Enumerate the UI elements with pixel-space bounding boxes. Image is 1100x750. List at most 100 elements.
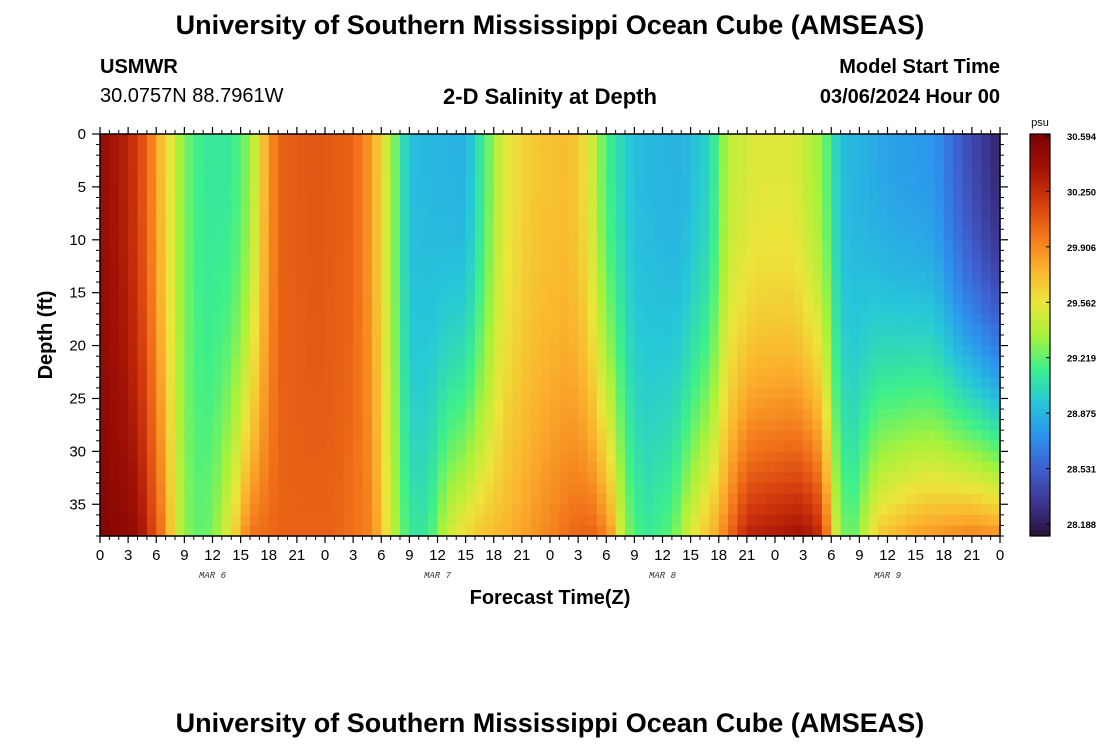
heatmap-cell xyxy=(643,440,654,452)
heatmap-cell xyxy=(981,461,992,474)
heatmap-cell xyxy=(943,218,954,230)
heatmap-cell xyxy=(296,472,307,484)
heatmap-cell xyxy=(568,493,579,505)
heatmap-cell xyxy=(287,271,298,283)
heatmap-cell xyxy=(765,504,776,516)
heatmap-cell xyxy=(521,260,532,273)
heatmap-cell xyxy=(550,398,560,410)
heatmap-cell xyxy=(962,461,973,474)
heatmap-cell xyxy=(653,260,664,273)
heatmap-cell xyxy=(531,208,542,220)
x-tick-label: 9 xyxy=(405,547,413,564)
heatmap-cell xyxy=(784,483,795,495)
heatmap-cell xyxy=(137,313,148,326)
heatmap-cell xyxy=(475,366,485,378)
heatmap-cell xyxy=(418,472,429,484)
heatmap-cell xyxy=(887,155,898,167)
heatmap-cell xyxy=(175,345,185,357)
heatmap-cell xyxy=(634,144,645,156)
heatmap-cell xyxy=(493,165,504,177)
heatmap-cell xyxy=(475,165,485,177)
heatmap-cell xyxy=(306,493,317,505)
heatmap-cell xyxy=(109,377,120,389)
heatmap-cell xyxy=(231,260,242,273)
heatmap-cell xyxy=(859,324,870,336)
heatmap-cell xyxy=(475,303,485,315)
heatmap-cell xyxy=(221,409,232,421)
heatmap-cell xyxy=(521,461,532,474)
heatmap-cell xyxy=(915,134,926,146)
heatmap-cell xyxy=(812,186,823,199)
heatmap-cell xyxy=(906,440,917,452)
heatmap-cell xyxy=(503,313,514,326)
heatmap-cell xyxy=(109,430,120,442)
heatmap-cell xyxy=(512,218,523,230)
heatmap-cell xyxy=(250,292,260,304)
heatmap-cell xyxy=(990,292,1001,304)
heatmap-cell xyxy=(315,525,326,537)
heatmap-cell xyxy=(381,197,392,209)
heatmap-cell xyxy=(587,208,598,220)
heatmap-cell xyxy=(737,377,748,389)
heatmap-cell xyxy=(343,472,354,484)
heatmap-cell xyxy=(484,377,495,389)
heatmap-cell xyxy=(634,250,645,262)
heatmap-cell xyxy=(578,409,589,421)
heatmap-cell xyxy=(700,430,710,442)
heatmap-cell xyxy=(259,165,270,177)
heatmap-cell xyxy=(156,472,167,484)
heatmap-cell xyxy=(578,250,589,262)
heatmap-cell xyxy=(212,186,223,199)
heatmap-cell xyxy=(484,356,495,368)
heatmap-cell xyxy=(231,419,242,431)
heatmap-cell xyxy=(325,366,335,378)
heatmap-cell xyxy=(353,218,364,230)
heatmap-cell xyxy=(840,440,851,452)
heatmap-cell xyxy=(925,345,935,357)
heatmap-cell xyxy=(409,239,420,251)
heatmap-cell xyxy=(615,419,626,431)
heatmap-cell xyxy=(971,208,982,220)
heatmap-cell xyxy=(971,218,982,230)
heatmap-cell xyxy=(925,197,935,209)
heatmap-cell xyxy=(625,493,635,505)
heatmap-cell xyxy=(831,197,842,209)
heatmap-cell xyxy=(128,197,139,209)
heatmap-cell xyxy=(400,398,410,410)
heatmap-cell xyxy=(371,250,382,262)
heatmap-cell xyxy=(400,387,410,400)
heatmap-cell xyxy=(962,440,973,452)
heatmap-cell xyxy=(765,260,776,273)
heatmap-cell xyxy=(793,440,804,452)
heatmap-cell xyxy=(568,398,579,410)
heatmap-cell xyxy=(793,208,804,220)
heatmap-cell xyxy=(981,176,992,188)
heatmap-cell xyxy=(250,165,260,177)
heatmap-cell xyxy=(343,155,354,167)
heatmap-cell xyxy=(221,292,232,304)
heatmap-cell xyxy=(493,430,504,442)
heatmap-cell xyxy=(437,366,448,378)
heatmap-cell xyxy=(812,335,823,347)
heatmap-cell xyxy=(915,461,926,474)
heatmap-cell xyxy=(887,409,898,421)
heatmap-cell xyxy=(493,260,504,273)
heatmap-cell xyxy=(203,419,214,431)
heatmap-cell xyxy=(896,282,907,294)
heatmap-cell xyxy=(465,313,476,326)
heatmap-cell xyxy=(990,493,1001,505)
heatmap-cell xyxy=(362,493,373,505)
heatmap-cell xyxy=(512,440,523,452)
heatmap-cell xyxy=(587,218,598,230)
heatmap-cell xyxy=(943,239,954,251)
heatmap-cell xyxy=(146,472,157,484)
heatmap-cell xyxy=(268,377,279,389)
heatmap-cell xyxy=(456,239,467,251)
heatmap-cell xyxy=(362,239,373,251)
heatmap-cell xyxy=(231,366,242,378)
heatmap-cell xyxy=(662,377,673,389)
heatmap-cell xyxy=(981,345,992,357)
heatmap-cell xyxy=(362,186,373,199)
heatmap-cell xyxy=(821,208,832,220)
heatmap-cell xyxy=(484,303,495,315)
